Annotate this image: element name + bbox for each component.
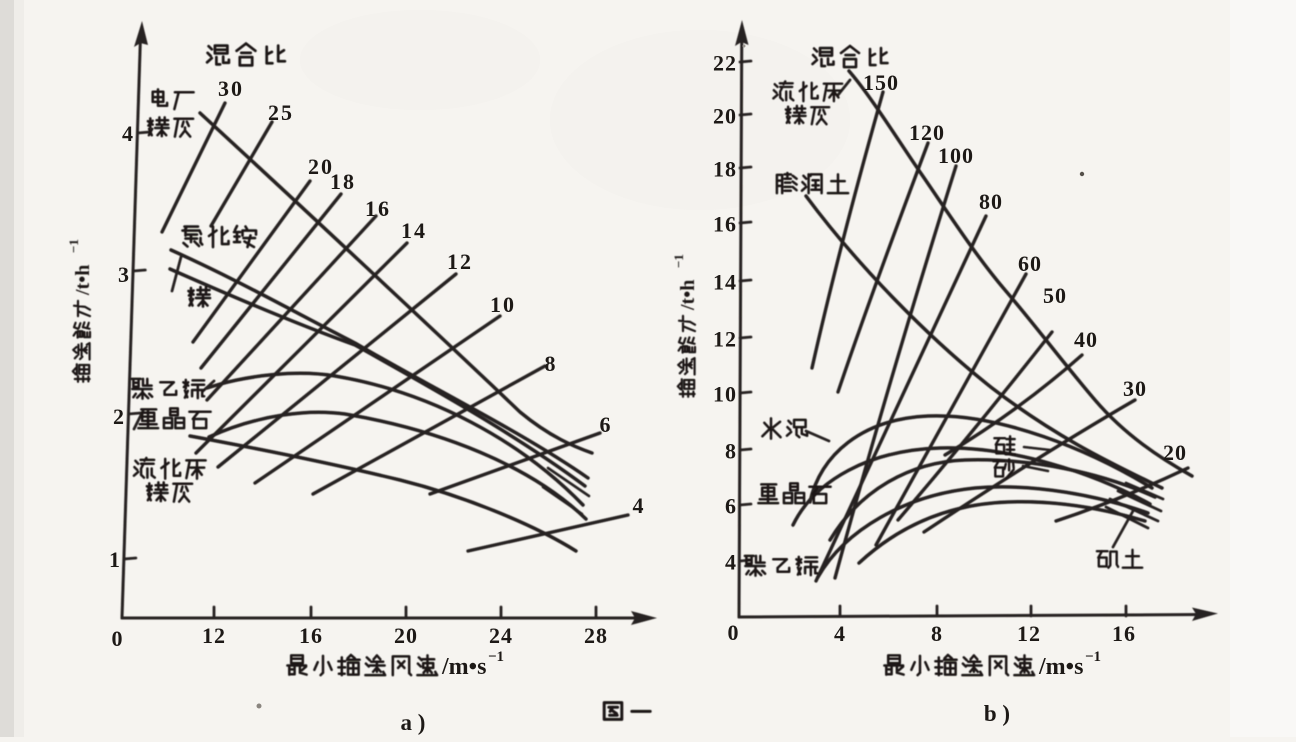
svg-text:4: 4 xyxy=(122,121,133,146)
svg-text:6: 6 xyxy=(600,412,613,437)
svg-text:16: 16 xyxy=(365,196,391,221)
svg-text:120: 120 xyxy=(909,120,945,145)
svg-text:22: 22 xyxy=(713,51,737,76)
svg-text:25: 25 xyxy=(268,100,294,125)
svg-text:b ): b ) xyxy=(984,701,1010,726)
svg-text:8: 8 xyxy=(545,351,558,376)
svg-text:60: 60 xyxy=(1018,251,1042,276)
svg-text:3: 3 xyxy=(118,262,129,287)
svg-text:12: 12 xyxy=(1017,621,1041,646)
svg-text:20: 20 xyxy=(713,104,737,129)
svg-text:2: 2 xyxy=(113,404,124,429)
svg-text:150: 150 xyxy=(863,70,899,95)
svg-text:80: 80 xyxy=(979,189,1003,214)
svg-text:14: 14 xyxy=(713,270,737,295)
svg-text:14: 14 xyxy=(401,218,427,243)
svg-text:100: 100 xyxy=(938,143,974,168)
svg-text:/t•h: /t•h xyxy=(72,265,94,296)
svg-text:16: 16 xyxy=(713,212,737,237)
svg-text:30: 30 xyxy=(218,76,244,101)
svg-text:12: 12 xyxy=(713,327,737,352)
svg-text:1: 1 xyxy=(109,547,120,572)
svg-text:30: 30 xyxy=(1123,376,1147,401)
svg-text:10: 10 xyxy=(713,382,737,407)
svg-text:0: 0 xyxy=(728,620,739,645)
svg-text:0: 0 xyxy=(112,626,123,651)
svg-text:4: 4 xyxy=(633,493,646,518)
svg-text:28: 28 xyxy=(584,623,608,648)
svg-text:/m•s: /m•s xyxy=(1038,654,1083,680)
svg-text:40: 40 xyxy=(1074,327,1098,352)
svg-text:20: 20 xyxy=(394,623,418,648)
svg-text:20: 20 xyxy=(1163,440,1187,465)
svg-text:8: 8 xyxy=(725,439,737,464)
svg-text:−1: −1 xyxy=(66,239,81,253)
svg-text:−1: −1 xyxy=(671,254,686,268)
svg-text:16: 16 xyxy=(1112,621,1136,646)
svg-text:24: 24 xyxy=(489,623,513,648)
svg-text:a ): a ) xyxy=(401,710,426,735)
svg-text:12: 12 xyxy=(447,249,473,274)
svg-text:16: 16 xyxy=(299,623,323,648)
svg-text:4: 4 xyxy=(834,621,846,646)
svg-text:/t•h: /t•h xyxy=(677,280,699,311)
svg-text:10: 10 xyxy=(490,292,516,317)
svg-text:20: 20 xyxy=(308,154,334,179)
svg-text:50: 50 xyxy=(1043,283,1067,308)
svg-text:18: 18 xyxy=(713,157,737,182)
svg-text:6: 6 xyxy=(725,494,737,519)
svg-text:−1: −1 xyxy=(1085,649,1101,665)
svg-text:/m•s: /m•s xyxy=(441,654,486,680)
svg-text:18: 18 xyxy=(330,169,356,194)
svg-text:8: 8 xyxy=(931,621,943,646)
svg-text:4: 4 xyxy=(725,550,737,575)
svg-text:−1: −1 xyxy=(488,649,504,665)
svg-text:12: 12 xyxy=(202,623,226,648)
